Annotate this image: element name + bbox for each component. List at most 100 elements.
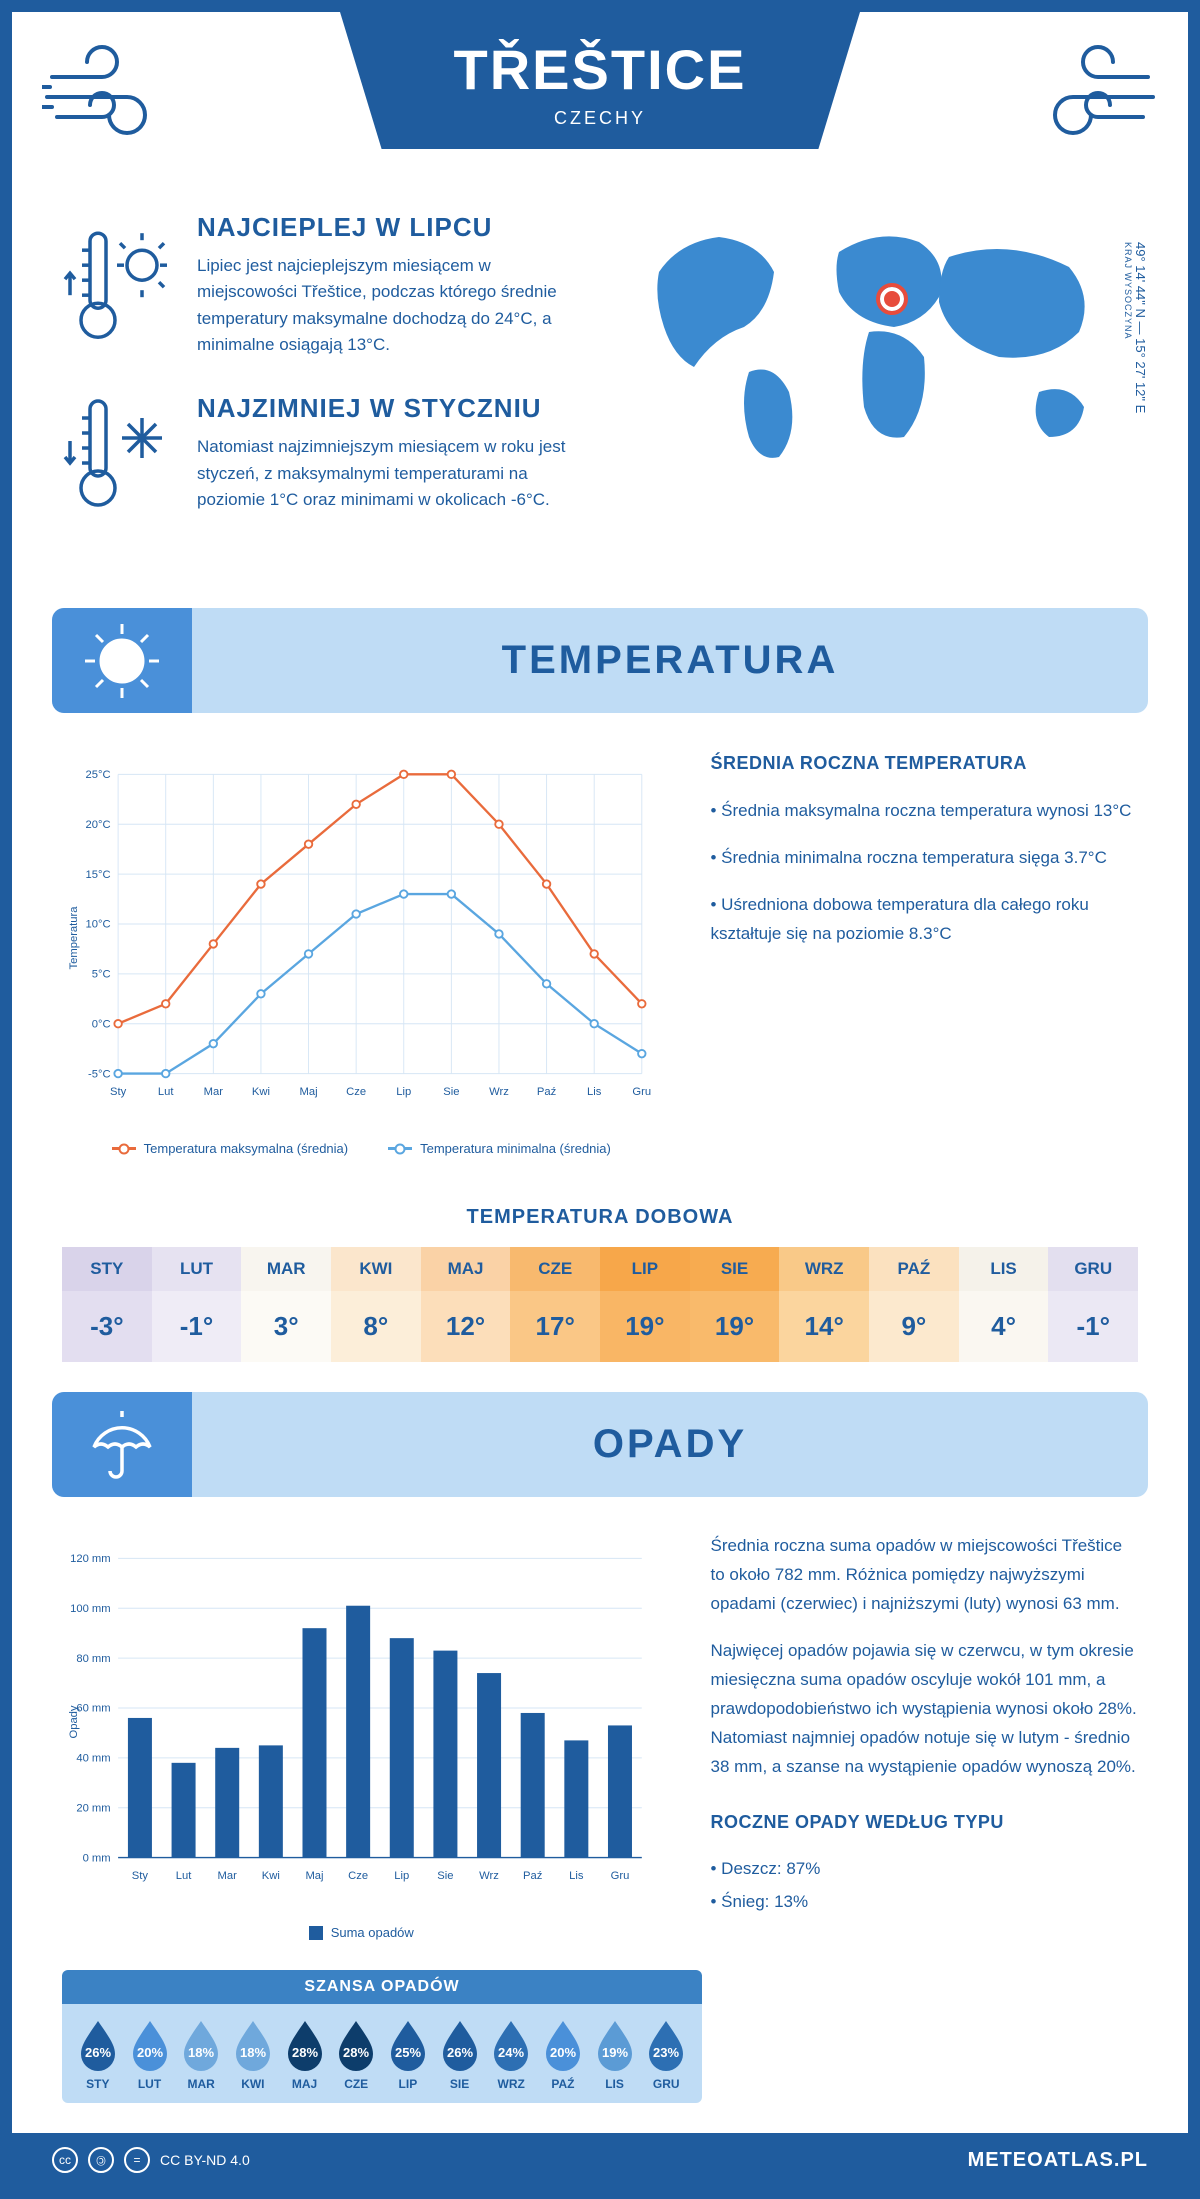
- svg-text:Cze: Cze: [348, 1871, 368, 1883]
- chance-drop: 26%STY: [72, 2019, 124, 2091]
- svg-text:Maj: Maj: [300, 1087, 318, 1099]
- svg-text:Paź: Paź: [523, 1871, 543, 1883]
- svg-text:24%: 24%: [498, 2045, 524, 2060]
- intro-section: NAJCIEPLEJ W LIPCU Lipiec jest najcieple…: [12, 192, 1188, 578]
- temperature-summary: ŚREDNIA ROCZNA TEMPERATURA • Średnia mak…: [711, 748, 1139, 1156]
- header: TŘEŠTICE CZECHY: [12, 12, 1188, 192]
- precip-para: Najwięcej opadów pojawia się w czerwcu, …: [711, 1637, 1139, 1781]
- svg-text:25°C: 25°C: [86, 769, 111, 781]
- svg-text:0°C: 0°C: [92, 1019, 111, 1031]
- chance-drop: 28%MAJ: [279, 2019, 331, 2091]
- chance-drop: 18%KWI: [227, 2019, 279, 2091]
- cold-heading: NAJZIMNIEJ W STYCZNIU: [197, 393, 580, 424]
- legend-precip: Suma opadów: [331, 1925, 414, 1940]
- daily-temp-cell: STY-3°: [62, 1247, 152, 1362]
- coordinates: 49° 14' 44" N — 15° 27' 12" E KRAJ WYSOC…: [1123, 242, 1148, 413]
- footer: cc 🄯 = CC BY-ND 4.0 METEOATLAS.PL: [12, 2133, 1188, 2187]
- hot-heading: NAJCIEPLEJ W LIPCU: [197, 212, 580, 243]
- avg-temp-bullet: • Uśredniona dobowa temperatura dla całe…: [711, 891, 1139, 949]
- svg-text:Maj: Maj: [305, 1871, 323, 1883]
- daily-temp-cell: CZE17°: [510, 1247, 600, 1362]
- by-icon: 🄯: [88, 2147, 114, 2173]
- svg-text:60 mm: 60 mm: [76, 1703, 110, 1715]
- daily-temp-cell: WRZ14°: [779, 1247, 869, 1362]
- location-country: CZECHY: [440, 108, 760, 129]
- temperature-chart: -5°C0°C5°C10°C15°C20°C25°CStyLutMarKwiMa…: [62, 748, 661, 1156]
- precip-para: Średnia roczna suma opadów w miejscowośc…: [711, 1532, 1139, 1619]
- daily-temp-table: STY-3°LUT-1°MAR3°KWI8°MAJ12°CZE17°LIP19°…: [62, 1247, 1138, 1362]
- legend-max: Temperatura maksymalna (średnia): [144, 1141, 348, 1156]
- svg-text:Lis: Lis: [569, 1871, 584, 1883]
- daily-temp-cell: GRU-1°: [1048, 1247, 1138, 1362]
- temperature-section-header: TEMPERATURA: [52, 608, 1148, 713]
- svg-text:Sie: Sie: [437, 1871, 453, 1883]
- svg-text:20%: 20%: [136, 2045, 162, 2060]
- thermometer-cold-icon: [62, 393, 172, 513]
- svg-text:Sty: Sty: [132, 1871, 149, 1883]
- svg-text:80 mm: 80 mm: [76, 1653, 110, 1665]
- license-text: CC BY-ND 4.0: [160, 2152, 250, 2168]
- infographic-page: TŘEŠTICE CZECHY NAJCIEPLEJ W L: [0, 0, 1200, 2199]
- chance-drop: 25%LIP: [382, 2019, 434, 2091]
- svg-text:Gru: Gru: [632, 1087, 651, 1099]
- chance-drop: 24%WRZ: [485, 2019, 537, 2091]
- svg-text:Kwi: Kwi: [252, 1087, 270, 1099]
- map-column: 49° 14' 44" N — 15° 27' 12" E KRAJ WYSOC…: [620, 212, 1138, 548]
- precip-summary: Średnia roczna suma opadów w miejscowośc…: [711, 1532, 1139, 1940]
- svg-text:10°C: 10°C: [86, 919, 111, 931]
- svg-text:Lip: Lip: [394, 1871, 409, 1883]
- intro-text-column: NAJCIEPLEJ W LIPCU Lipiec jest najcieple…: [62, 212, 580, 548]
- svg-text:23%: 23%: [653, 2045, 679, 2060]
- legend-min: Temperatura minimalna (średnia): [420, 1141, 611, 1156]
- cold-text: Natomiast najzimniejszym miesiącem w rok…: [197, 434, 580, 513]
- daily-temp-title: TEMPERATURA DOBOWA: [12, 1206, 1188, 1229]
- chance-drop: 26%SIE: [434, 2019, 486, 2091]
- svg-text:Sty: Sty: [110, 1087, 127, 1099]
- svg-text:25%: 25%: [395, 2045, 421, 2060]
- sun-icon: [52, 608, 192, 713]
- temperature-legend: Temperatura maksymalna (średnia) Tempera…: [62, 1141, 661, 1156]
- svg-text:Mar: Mar: [204, 1087, 224, 1099]
- daily-temp-cell: LIP19°: [600, 1247, 690, 1362]
- svg-text:28%: 28%: [292, 2045, 318, 2060]
- daily-temp-cell: SIE19°: [690, 1247, 780, 1362]
- svg-text:15°C: 15°C: [86, 869, 111, 881]
- cc-icon: cc: [52, 2147, 78, 2173]
- daily-temp-cell: KWI8°: [331, 1247, 421, 1362]
- chance-title: SZANSA OPADÓW: [62, 1970, 702, 2004]
- svg-text:20°C: 20°C: [86, 819, 111, 831]
- svg-text:Lis: Lis: [587, 1087, 602, 1099]
- avg-temp-bullet: • Średnia maksymalna roczna temperatura …: [711, 797, 1139, 826]
- umbrella-icon: [52, 1392, 192, 1497]
- svg-text:20 mm: 20 mm: [76, 1803, 110, 1815]
- chance-drop: 20%PAŹ: [537, 2019, 589, 2091]
- svg-text:19%: 19%: [602, 2045, 628, 2060]
- daily-temp-cell: LIS4°: [959, 1247, 1049, 1362]
- license-block: cc 🄯 = CC BY-ND 4.0: [52, 2147, 250, 2173]
- svg-text:0 mm: 0 mm: [83, 1853, 111, 1865]
- precip-chart: 0 mm20 mm40 mm60 mm80 mm100 mm120 mmOpad…: [62, 1532, 661, 1940]
- svg-text:Gru: Gru: [611, 1871, 630, 1883]
- svg-text:28%: 28%: [343, 2045, 369, 2060]
- daily-temp-cell: MAR3°: [241, 1247, 331, 1362]
- svg-text:Cze: Cze: [346, 1087, 366, 1099]
- daily-temp-cell: LUT-1°: [152, 1247, 242, 1362]
- chance-drop: 19%LIS: [589, 2019, 641, 2091]
- svg-text:Temperatura: Temperatura: [68, 906, 80, 970]
- temperature-title: TEMPERATURA: [192, 638, 1148, 683]
- svg-text:40 mm: 40 mm: [76, 1753, 110, 1765]
- precip-section-header: OPADY: [52, 1392, 1148, 1497]
- chance-drop: 28%CZE: [330, 2019, 382, 2091]
- precip-content: 0 mm20 mm40 mm60 mm80 mm100 mm120 mmOpad…: [12, 1522, 1188, 1960]
- svg-text:5°C: 5°C: [92, 969, 111, 981]
- site-name: METEOATLAS.PL: [968, 2149, 1148, 2172]
- daily-temp-cell: PAŹ9°: [869, 1247, 959, 1362]
- svg-text:26%: 26%: [85, 2045, 111, 2060]
- title-banner: TŘEŠTICE CZECHY: [340, 12, 860, 149]
- svg-text:-5°C: -5°C: [88, 1069, 111, 1081]
- hot-month-block: NAJCIEPLEJ W LIPCU Lipiec jest najcieple…: [62, 212, 580, 358]
- precip-chance-box: SZANSA OPADÓW 26%STY20%LUT18%MAR18%KWI28…: [62, 1970, 702, 2103]
- svg-text:120 mm: 120 mm: [70, 1553, 111, 1565]
- svg-text:20%: 20%: [550, 2045, 576, 2060]
- svg-text:100 mm: 100 mm: [70, 1603, 111, 1615]
